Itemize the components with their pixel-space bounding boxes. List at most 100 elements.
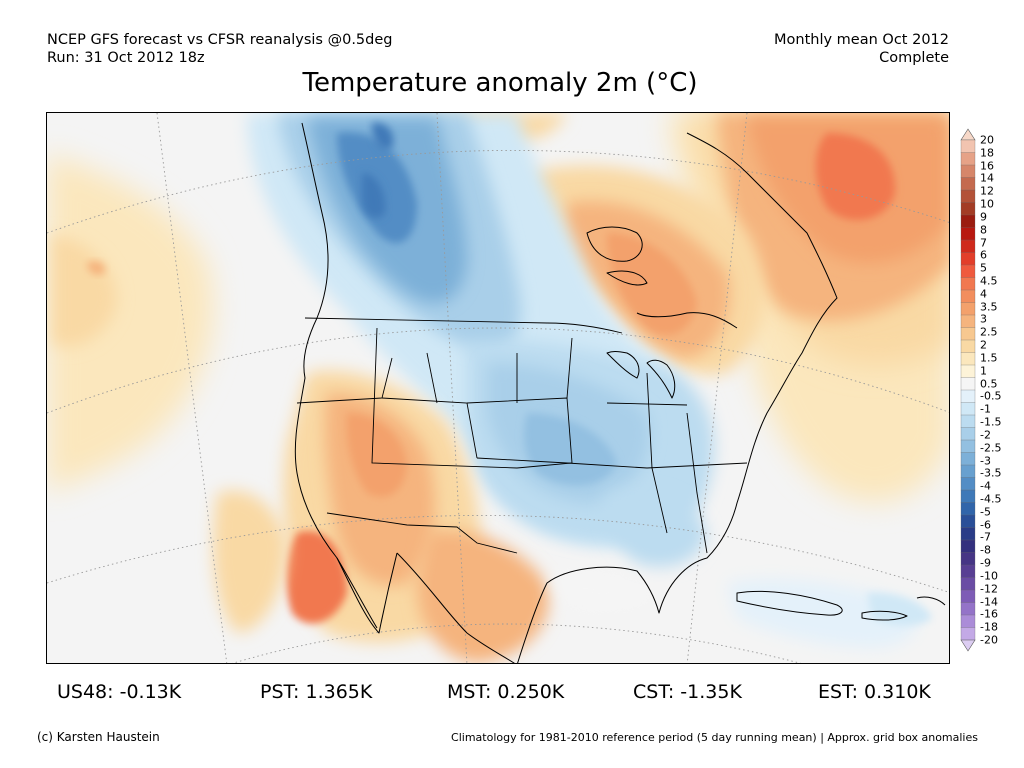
colorbar-label: -16 [980, 607, 998, 621]
colorbar-label: 12 [980, 184, 994, 198]
colorbar-label: 16 [980, 159, 994, 173]
colorbar-swatch [960, 164, 976, 178]
colorbar-tip-bottom [960, 639, 976, 652]
colorbar-label: -12 [980, 582, 998, 596]
colorbar-swatch [960, 152, 976, 166]
regional-stat: CST: -1.35K [633, 681, 742, 703]
colorbar-swatch [960, 414, 976, 428]
colorbar-swatch [960, 177, 976, 191]
colorbar-swatch [960, 602, 976, 616]
colorbar-swatch [960, 514, 976, 528]
colorbar-swatch [960, 402, 976, 416]
colorbar-label: 9 [980, 210, 987, 224]
colorbar-label: -18 [980, 620, 998, 634]
colorbar-swatch [960, 477, 976, 491]
colorbar-label: 4.5 [980, 274, 998, 288]
colorbar-label: 20 [980, 133, 994, 147]
colorbar-label: 2.5 [980, 325, 998, 339]
colorbar-label: 8 [980, 223, 987, 237]
colorbar-label: 6 [980, 248, 987, 262]
colorbar-swatch [960, 189, 976, 203]
colorbar-swatch [960, 202, 976, 216]
header-right: Monthly mean Oct 2012 Complete [774, 31, 949, 67]
regional-stat: US48: -0.13K [57, 681, 182, 703]
colorbar-label: -1.5 [980, 415, 1002, 429]
colorbar-label: 3.5 [980, 300, 998, 314]
copyright: (c) Karsten Haustein [37, 730, 160, 744]
colorbar-swatch [960, 439, 976, 453]
colorbar-label: 1 [980, 364, 987, 378]
map-canvas [47, 113, 949, 663]
run-time: Run: 31 Oct 2012 18z [47, 50, 205, 66]
graticule [47, 113, 949, 663]
colorbar-swatch [960, 327, 976, 341]
colorbar [960, 128, 976, 652]
colorbar-label: 5 [980, 261, 987, 275]
regional-stat: EST: 0.310K [818, 681, 931, 703]
colorbar-label: 10 [980, 197, 994, 211]
colorbar-swatch [960, 577, 976, 591]
colorbar-swatch [960, 264, 976, 278]
colorbar-label: -1 [980, 402, 991, 416]
colorbar-label: -2.5 [980, 441, 1002, 455]
colorbar-label: -6 [980, 518, 991, 532]
colorbar-label: 14 [980, 171, 994, 185]
colorbar-swatch [960, 489, 976, 503]
completion-status: Complete [879, 50, 949, 66]
colorbar-swatch [960, 339, 976, 353]
colorbar-label: -3.5 [980, 466, 1002, 480]
colorbar-swatch [960, 227, 976, 241]
colorbar-label: 7 [980, 236, 987, 250]
colorbar-label: -8 [980, 543, 991, 557]
colorbar-swatch [960, 452, 976, 466]
colorbar-label: -7 [980, 530, 991, 544]
political-borders [296, 317, 748, 554]
colorbar-label: 0.5 [980, 377, 998, 391]
colorbar-swatch [960, 214, 976, 228]
colorbar-swatch [960, 527, 976, 541]
colorbar-swatch [960, 314, 976, 328]
colorbar-label: -5 [980, 505, 991, 519]
colorbar-swatch [960, 552, 976, 566]
regional-stats: US48: -0.13K PST: 1.365K MST: 0.250K CST: -… [0, 681, 1024, 705]
anomaly-field [47, 113, 949, 663]
colorbar-swatch [960, 564, 976, 578]
colorbar-label: -0.5 [980, 389, 1002, 403]
colorbar-swatch [960, 139, 976, 153]
colorbar-label: -3 [980, 454, 991, 467]
colorbar-label: 2 [980, 338, 987, 352]
colorbar-label: -4.5 [980, 492, 1002, 506]
header-left: NCEP GFS forecast vs CFSR reanalysis @0.… [47, 31, 392, 67]
colorbar-label: 4 [980, 287, 987, 301]
colorbar-swatch [960, 389, 976, 403]
colorbar-tip-top [960, 128, 976, 141]
colorbar-swatch [960, 614, 976, 628]
anomaly-map [46, 112, 950, 664]
colorbar-swatch [960, 364, 976, 378]
colorbar-label: -20 [980, 633, 998, 647]
colorbar-label: 18 [980, 146, 994, 160]
regional-stat: PST: 1.365K [260, 681, 373, 703]
colorbar-label: 3 [980, 312, 987, 326]
colorbar-swatch [960, 302, 976, 316]
colorbar-swatch [960, 589, 976, 603]
period-description: Monthly mean Oct 2012 [774, 32, 949, 48]
colorbar-label: -4 [980, 479, 991, 493]
model-description: NCEP GFS forecast vs CFSR reanalysis @0.… [47, 32, 393, 48]
colorbar-label: -10 [980, 569, 998, 583]
colorbar-swatch [960, 239, 976, 253]
colorbar-swatch [960, 539, 976, 553]
colorbar-swatch [960, 627, 976, 641]
colorbar-label: -14 [980, 595, 998, 609]
climatology-note: Climatology for 1981-2010 reference peri… [451, 731, 978, 744]
colorbar-swatch [960, 277, 976, 291]
colorbar-swatch [960, 427, 976, 441]
colorbar-swatch [960, 377, 976, 391]
colorbar-swatch [960, 352, 976, 366]
colorbar-swatch [960, 252, 976, 266]
map-title: Temperature anomaly 2m (°C) [302, 68, 698, 98]
colorbar-swatch [960, 289, 976, 303]
colorbar-swatch [960, 502, 976, 516]
regional-stat: MST: 0.250K [447, 681, 565, 703]
colorbar-label: -9 [980, 556, 991, 570]
